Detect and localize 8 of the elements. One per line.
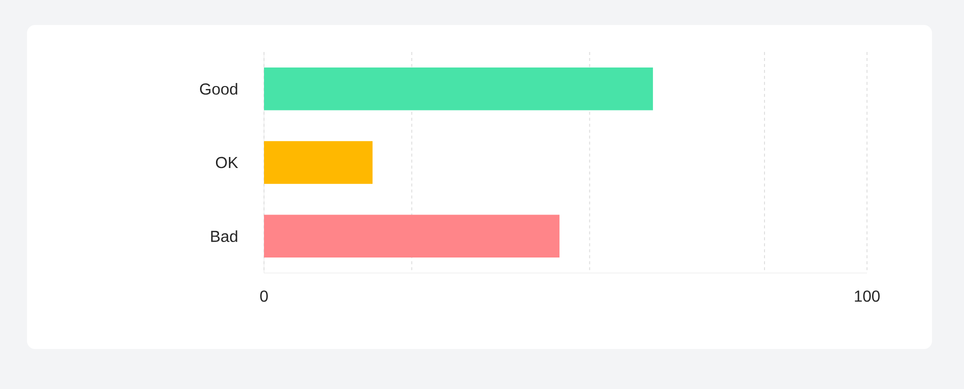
y-tick-label: Good xyxy=(200,82,238,95)
bar xyxy=(264,67,653,110)
y-tick-label: OK xyxy=(216,156,238,168)
x-tick-label: 100 xyxy=(854,290,880,302)
y-tick-label: Bad xyxy=(211,230,238,242)
bar xyxy=(264,141,373,184)
bar xyxy=(264,214,560,258)
x-tick-label: 0 xyxy=(260,290,268,302)
